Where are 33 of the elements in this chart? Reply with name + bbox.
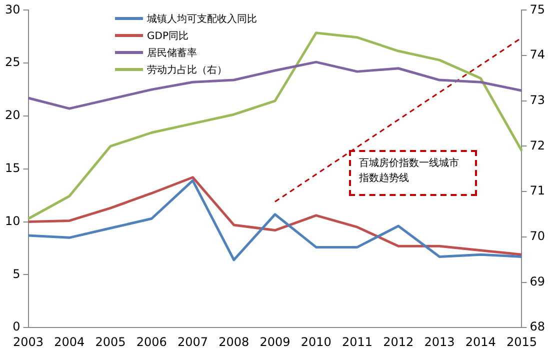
x-tick-label: 2007 — [177, 334, 208, 349]
x-tick-label: 2014 — [465, 334, 496, 349]
legend-label: 城镇人均可支配收入同比 — [147, 12, 257, 26]
y-tick-label: 25 — [4, 55, 20, 70]
x-tick-label: 2009 — [260, 334, 290, 349]
x-tick-label: 2008 — [218, 334, 250, 349]
legend-label: GDP同比 — [147, 30, 188, 42]
y2-tick-label: 71 — [530, 184, 546, 198]
x-tick-label: 2010 — [300, 334, 332, 349]
x-tick-label: 2011 — [342, 334, 373, 349]
x-tick-label: 2005 — [95, 334, 126, 349]
legend-label: 劳动力占比（右） — [147, 64, 227, 76]
y2-tick-label: 72 — [530, 138, 546, 152]
x-tick-label: 2006 — [136, 334, 167, 349]
y2-tick-label: 75 — [530, 2, 546, 16]
x-tick-label: 2004 — [54, 334, 85, 349]
x-tick-label: 2012 — [383, 334, 414, 349]
y-tick-label: 15 — [4, 161, 20, 176]
y2-tick-label: 74 — [530, 48, 546, 62]
x-tick-label: 2003 — [12, 334, 44, 349]
y2-tick-label: 73 — [530, 93, 546, 108]
y2-tick-label: 70 — [530, 229, 546, 244]
y-tick-label: 30 — [4, 2, 20, 16]
annotation: 百城房价指数一线城市指数趋势线 — [349, 150, 477, 196]
y-tick-label: 10 — [4, 214, 20, 228]
y2-tick-label: 69 — [530, 274, 546, 288]
legend-label: 居民储蓄率 — [147, 46, 197, 60]
y2-tick-label: 68 — [530, 320, 546, 334]
y-tick-label: 5 — [12, 266, 20, 281]
x-tick-label: 2015 — [506, 334, 538, 349]
x-tick-label: 2013 — [424, 334, 455, 349]
y-tick-label: 0 — [12, 320, 20, 334]
y-tick-label: 20 — [4, 108, 20, 122]
